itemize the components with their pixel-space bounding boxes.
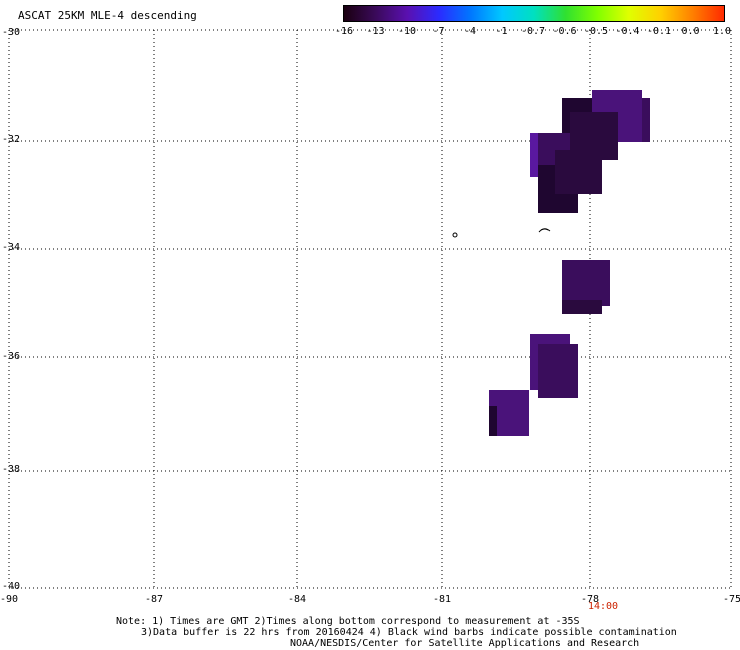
colorbar-tick-label: -4 — [463, 26, 477, 37]
colorbar-tick-label: -0.7 — [520, 26, 546, 37]
note-line-2: 3)Data buffer is 22 hrs from 20160424 4)… — [141, 627, 677, 638]
lat-label-38: -38 — [2, 464, 21, 475]
data-cell — [538, 344, 578, 398]
data-cell — [489, 406, 497, 436]
data-cell — [530, 133, 538, 177]
island-mark — [540, 228, 549, 231]
map-title: ASCAT 25KM MLE-4 descending — [18, 9, 197, 22]
colorbar-tick-label: -0.6 — [552, 26, 577, 37]
data-cell — [562, 260, 610, 306]
colorbar-tick-label: -0.5 — [583, 26, 609, 37]
colorbar — [343, 5, 725, 22]
data-cell — [562, 300, 602, 314]
lon-label-90: -90 — [0, 594, 19, 605]
coastline-marks — [452, 228, 551, 238]
data-cell — [555, 150, 602, 194]
lat-label-36: -36 — [2, 351, 21, 362]
colorbar-tick-label: -0.1 — [646, 26, 672, 37]
lat-label-34: -34 — [2, 242, 21, 253]
data-cluster-upper — [530, 90, 650, 213]
island-mark — [452, 232, 458, 238]
data-cell — [642, 98, 650, 142]
colorbar-tick-label: -1 — [495, 26, 508, 37]
colorbar-tick-label: 1.0 — [712, 26, 732, 37]
colorbar-tick-label: -13 — [366, 26, 385, 37]
lat-label-32: -32 — [2, 134, 21, 145]
data-cluster-middle — [562, 260, 610, 314]
colorbar-labels: -16 -13 -10 -7 -4 -1 -0.7 -0.6 -0.5 -0.4 -0.1 0.0 1.… — [0, 26, 740, 38]
lon-label-78: -78 — [580, 594, 600, 605]
colorbar-tick-label: -10 — [397, 26, 417, 37]
lon-label-87: -87 — [144, 594, 164, 605]
map-plot — [8, 29, 732, 590]
lat-label-40: -40 — [2, 581, 21, 592]
colorbar-tick-label: -16 — [334, 26, 354, 37]
colorbar-tick-label: -7 — [432, 26, 445, 37]
lon-label-84: -84 — [287, 594, 307, 605]
colorbar-tick-label: -0.4 — [615, 26, 640, 37]
colorbar-tick-label: 0.0 — [681, 26, 700, 37]
lat-label-30: -30 — [2, 27, 21, 38]
time-label: 14:00 — [587, 601, 619, 612]
note-line-3: NOAA/NESDIS/Center for Satellite Applica… — [290, 638, 640, 649]
lon-label-75: -75 — [722, 594, 740, 605]
note-line-1: Note: 1) Times are GMT 2)Times along bot… — [116, 616, 580, 627]
lon-label-81: -81 — [432, 594, 452, 605]
data-cluster-lower — [489, 334, 578, 436]
